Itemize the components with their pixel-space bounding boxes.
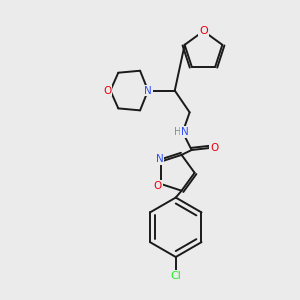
Text: O: O: [199, 26, 208, 36]
Text: N: N: [181, 127, 189, 137]
Text: Cl: Cl: [170, 271, 181, 281]
Text: H: H: [174, 127, 182, 137]
Text: N: N: [144, 85, 152, 96]
Text: O: O: [153, 181, 162, 191]
Text: O: O: [103, 85, 112, 96]
Text: N: N: [156, 154, 164, 164]
Text: O: O: [210, 143, 218, 153]
